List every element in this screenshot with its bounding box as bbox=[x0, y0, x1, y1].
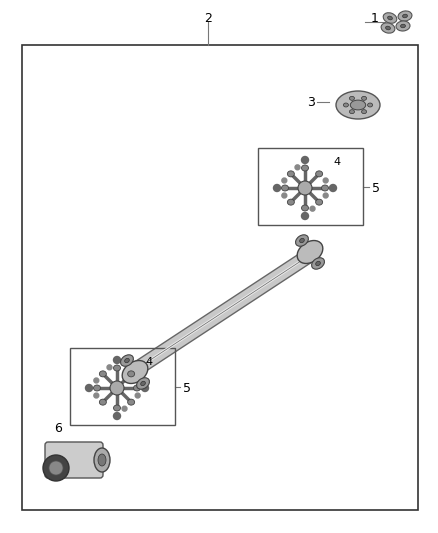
Ellipse shape bbox=[99, 399, 106, 405]
Text: 5: 5 bbox=[372, 182, 380, 195]
Text: 4: 4 bbox=[333, 157, 340, 167]
Ellipse shape bbox=[321, 185, 328, 191]
Ellipse shape bbox=[134, 385, 141, 391]
Ellipse shape bbox=[287, 171, 294, 177]
Circle shape bbox=[310, 206, 315, 211]
Circle shape bbox=[141, 384, 148, 392]
Ellipse shape bbox=[122, 360, 148, 383]
Ellipse shape bbox=[350, 96, 354, 100]
Circle shape bbox=[273, 184, 280, 191]
Ellipse shape bbox=[316, 199, 323, 205]
Ellipse shape bbox=[113, 365, 120, 371]
Ellipse shape bbox=[297, 240, 323, 263]
Ellipse shape bbox=[350, 110, 354, 114]
Ellipse shape bbox=[99, 371, 106, 377]
Circle shape bbox=[85, 384, 92, 392]
Circle shape bbox=[323, 193, 328, 198]
Ellipse shape bbox=[381, 23, 395, 33]
Circle shape bbox=[301, 213, 308, 220]
Ellipse shape bbox=[396, 21, 410, 31]
Ellipse shape bbox=[401, 24, 406, 28]
Ellipse shape bbox=[385, 26, 390, 30]
Circle shape bbox=[122, 406, 127, 411]
Ellipse shape bbox=[125, 358, 129, 363]
Circle shape bbox=[94, 393, 99, 398]
Ellipse shape bbox=[343, 103, 348, 107]
Circle shape bbox=[107, 365, 112, 370]
Ellipse shape bbox=[367, 103, 373, 107]
Circle shape bbox=[301, 157, 308, 164]
Text: 5: 5 bbox=[183, 382, 191, 394]
Ellipse shape bbox=[94, 448, 110, 472]
Ellipse shape bbox=[141, 381, 145, 386]
Ellipse shape bbox=[350, 100, 366, 110]
Ellipse shape bbox=[361, 96, 367, 100]
Circle shape bbox=[295, 165, 300, 170]
Ellipse shape bbox=[98, 454, 106, 466]
Ellipse shape bbox=[383, 13, 397, 23]
Bar bbox=[70, 348, 175, 425]
Ellipse shape bbox=[361, 110, 367, 114]
Ellipse shape bbox=[316, 171, 323, 177]
Circle shape bbox=[323, 178, 328, 183]
Ellipse shape bbox=[403, 14, 407, 18]
Ellipse shape bbox=[398, 11, 412, 21]
Ellipse shape bbox=[282, 185, 289, 191]
FancyBboxPatch shape bbox=[45, 442, 103, 478]
Circle shape bbox=[282, 178, 287, 183]
Ellipse shape bbox=[296, 235, 308, 246]
Circle shape bbox=[43, 455, 69, 481]
Circle shape bbox=[135, 378, 140, 383]
Circle shape bbox=[135, 393, 140, 398]
Ellipse shape bbox=[127, 371, 134, 377]
Ellipse shape bbox=[298, 181, 312, 195]
Circle shape bbox=[113, 413, 120, 419]
Text: 1: 1 bbox=[371, 12, 379, 25]
Ellipse shape bbox=[336, 91, 380, 119]
Ellipse shape bbox=[120, 355, 134, 366]
Bar bbox=[258, 148, 363, 225]
Ellipse shape bbox=[301, 205, 308, 211]
Circle shape bbox=[113, 357, 120, 364]
Circle shape bbox=[329, 184, 336, 191]
Circle shape bbox=[94, 378, 99, 383]
Bar bbox=[22, 45, 418, 510]
Text: 4: 4 bbox=[145, 357, 152, 367]
Circle shape bbox=[282, 193, 287, 198]
Ellipse shape bbox=[127, 399, 134, 405]
Text: 6: 6 bbox=[54, 422, 62, 435]
Ellipse shape bbox=[113, 405, 120, 411]
Ellipse shape bbox=[311, 258, 325, 269]
Ellipse shape bbox=[301, 165, 308, 171]
Text: 3: 3 bbox=[307, 95, 315, 109]
Text: 2: 2 bbox=[204, 12, 212, 25]
Ellipse shape bbox=[300, 238, 304, 243]
Ellipse shape bbox=[137, 378, 149, 389]
Ellipse shape bbox=[388, 16, 392, 20]
Ellipse shape bbox=[93, 385, 100, 391]
Ellipse shape bbox=[110, 381, 124, 395]
Circle shape bbox=[49, 461, 63, 475]
Ellipse shape bbox=[287, 199, 294, 205]
Ellipse shape bbox=[316, 261, 320, 265]
